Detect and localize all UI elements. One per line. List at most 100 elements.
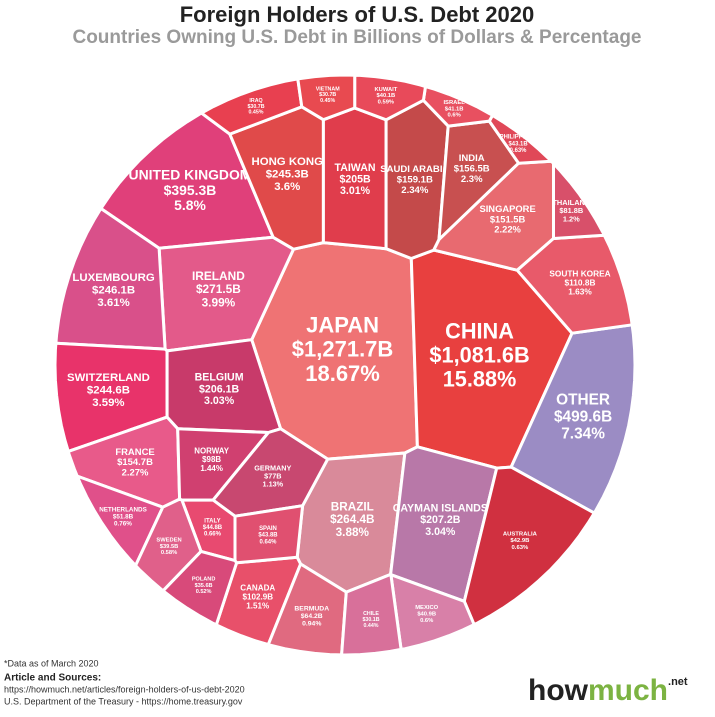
cell-name: SOUTH KOREA [549,268,610,278]
value-label: $271.5B [196,282,241,296]
cell [515,233,634,335]
cell [421,85,494,128]
cell-name: POLAND [192,577,216,583]
value-label: $207.2B [420,514,460,526]
cell-name: NORWAY [194,446,229,455]
logo: howmuch.net [528,674,688,707]
value-label: $40.9B [417,611,436,617]
value-label: $30.1B [362,617,379,623]
share-label: 0.58% [161,550,177,556]
value-label: $81.8B [559,206,584,215]
value-label: $395.3B [164,182,217,198]
cell-name: VIETNAM [316,86,340,92]
value-label: $98B [202,455,221,464]
cell-name: FRANCE [115,447,154,458]
value-label: $151.5B [490,214,526,224]
value-label: $110.8B [565,277,596,287]
share-label: 0.45% [248,110,263,116]
share-label: 0.52% [196,589,212,595]
cell-name: SINGAPORE [479,204,535,214]
cell-name: KUWAIT [374,87,397,93]
share-label: 3.03% [204,395,235,407]
value-label: $102.9B [242,593,273,602]
value-label: $206.1B [199,383,239,395]
value-label: $1,271.7B [292,337,394,362]
cell-name: CAYMAN ISLANDS [393,502,488,514]
value-label: $44.8B [203,525,223,531]
cell [487,113,553,165]
value-label: $159.1B [397,174,433,185]
value-label: $30.7B [247,104,264,110]
cell [200,77,304,136]
share-label: 0.45% [320,98,335,104]
share-label: 15.88% [443,367,517,392]
cell-name: BERMUDA [294,606,329,613]
logo-part: much [588,674,668,707]
share-label: 0.63% [510,148,528,154]
value-label: $39.5B [160,544,179,550]
share-label: 3.04% [425,526,456,538]
share-label: 0.63% [512,545,529,551]
cell-name: LUXEMBOURG [72,272,155,284]
share-label: 1.63% [568,287,592,297]
cell [389,573,476,651]
share-label: 0.44% [364,623,379,629]
cell [161,549,239,627]
cell-name: HONG KONG [252,156,324,168]
share-label: 1.13% [263,480,284,489]
value-label: $156.5B [454,164,490,175]
cell [509,323,637,515]
cell-name: PHILIPPINES [500,135,537,141]
share-label: 0.6% [447,113,461,119]
value-label: $40.1B [377,93,396,99]
share-label: 2.3% [461,174,483,185]
chart-subtitle: Countries Owning U.S. Debt in Billions o… [72,27,641,48]
share-label: 0.66% [204,532,222,538]
cell [296,73,357,122]
share-label: 0.6% [420,618,434,624]
share-label: 5.8% [174,197,206,213]
cell [552,162,606,240]
cell-name: CHILE [363,611,379,617]
cell-name: THAILAND [552,198,591,207]
cell-name: ITALY [204,519,220,525]
share-label: 0.94% [302,621,321,628]
cell-name: MEXICO [415,605,438,611]
value-label: $1,081.6B [429,343,529,368]
value-label: $205B [339,174,371,186]
cell-name: UNITED KINGDOM [129,167,252,183]
share-label: 2.34% [401,185,429,196]
cell-name: BELGIUM [195,372,244,384]
value-label: $43.8B [258,533,278,539]
cell-name: SWITZERLAND [67,372,150,384]
value-label: $244.6B [87,384,130,396]
cell-name: NETHERLANDS [99,507,147,514]
logo-part: how [528,674,589,707]
cell-name: CHINA [445,319,514,344]
share-label: 1.44% [200,464,222,473]
cell [353,73,427,122]
cell [233,504,305,565]
cell [340,572,403,657]
cell [75,474,165,567]
logo-part: .net [668,676,688,688]
cell-name: ISRAEL [443,100,465,106]
cell-name: SPAIN [259,526,277,532]
cell [266,562,348,657]
share-label: 3.01% [340,185,371,197]
value-label: $41.1B [445,106,464,112]
share-label: 0.64% [260,539,278,545]
value-label: $43.1B [509,141,528,147]
share-label: 18.67% [305,361,380,386]
share-label: 0.76% [114,521,132,528]
share-label: 3.6% [274,181,300,193]
cell-name: SAUDI ARABIA [380,164,449,175]
chart-title: Foreign Holders of U.S. Debt 2020 [180,2,535,27]
cell-name: BRAZIL [331,500,374,513]
cell-name: JAPAN [306,312,379,337]
share-label: 3.59% [92,397,124,409]
data-note: *Data as of March 2020 [4,658,99,668]
cell-name: IRAQ [249,98,262,104]
